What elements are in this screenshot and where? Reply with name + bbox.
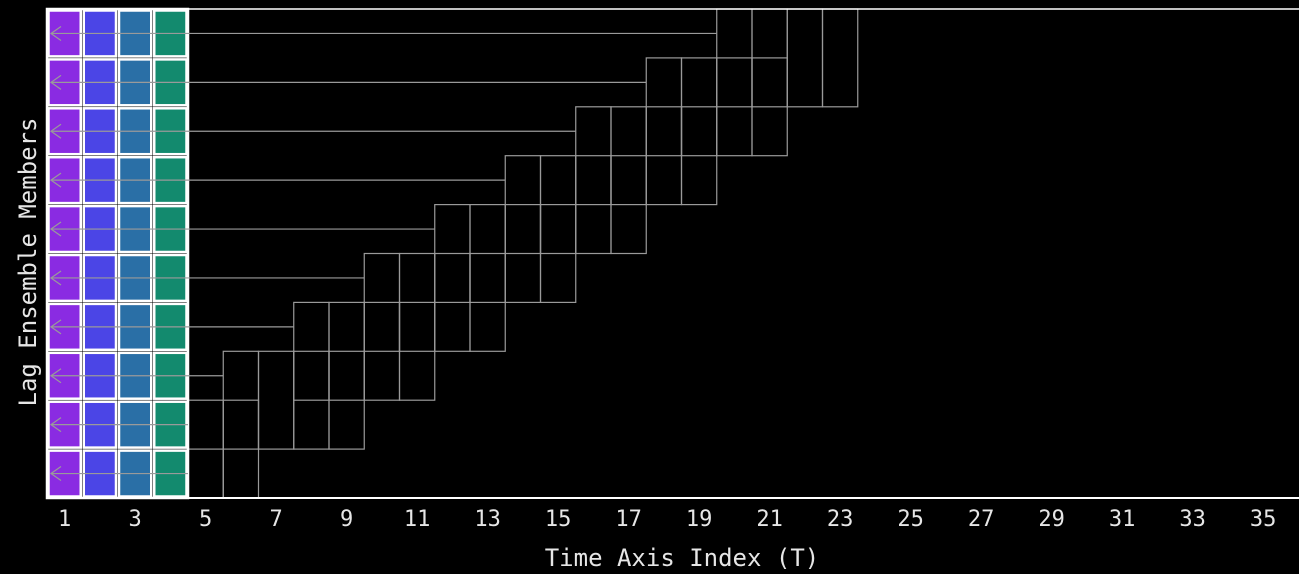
member-arrow-head (49, 25, 62, 41)
member-arrow-head (49, 368, 62, 384)
member-arrow-head (49, 319, 62, 335)
x-tick-label: 23 (827, 507, 854, 532)
x-tick-label: 11 (404, 507, 431, 532)
member-window-cell (786, 8, 824, 108)
member-window-cell (187, 448, 224, 499)
x-axis-label: Time Axis Index (T) (545, 544, 820, 572)
x-tick-label: 5 (199, 507, 212, 532)
member-window-cell (821, 8, 859, 108)
member-arrow-head (49, 221, 62, 237)
x-tick-label: 13 (474, 507, 501, 532)
x-tick-labels: 1 3 5 7 9 11 13 15 17 19 21 23 25 27 29 31 33 35 (58, 507, 1276, 532)
x-tick-label: 33 (1179, 507, 1206, 532)
member-arrows (49, 25, 717, 482)
member-window-cell (539, 204, 577, 304)
member-arrow-head (49, 172, 62, 188)
member-window-cell (257, 350, 295, 450)
x-tick-label: 21 (756, 507, 783, 532)
member-arrow-head (49, 74, 62, 90)
x-tick-label: 27 (968, 507, 995, 532)
member-window-cell (751, 57, 788, 157)
member-arrow-head (49, 123, 62, 139)
x-tick-label: 1 (58, 507, 71, 532)
y-axis-label: Lag Ensemble Members (14, 118, 42, 407)
member-window-cell (680, 106, 718, 206)
axes (46, 8, 1299, 499)
member-window-cell (610, 155, 647, 255)
member-arrow-head (49, 417, 62, 433)
x-tick-label: 17 (615, 507, 642, 532)
x-tick-label: 7 (270, 507, 283, 532)
member-window-grid (187, 8, 859, 499)
member-window-cell (469, 252, 506, 352)
x-tick-label: 9 (340, 507, 353, 532)
member-arrow-head (49, 270, 62, 286)
member-arrow-head (49, 466, 62, 482)
member-window-cell (398, 301, 436, 401)
x-tick-label: 19 (686, 507, 713, 532)
x-tick-label: 25 (897, 507, 924, 532)
member-window-cell (328, 350, 365, 450)
x-tick-label: 31 (1109, 507, 1136, 532)
x-tick-label: 15 (545, 507, 572, 532)
x-tick-label: 3 (129, 507, 142, 532)
x-tick-label: 29 (1038, 507, 1065, 532)
colored-block-grid (45, 7, 190, 500)
x-tick-label: 35 (1250, 507, 1277, 532)
